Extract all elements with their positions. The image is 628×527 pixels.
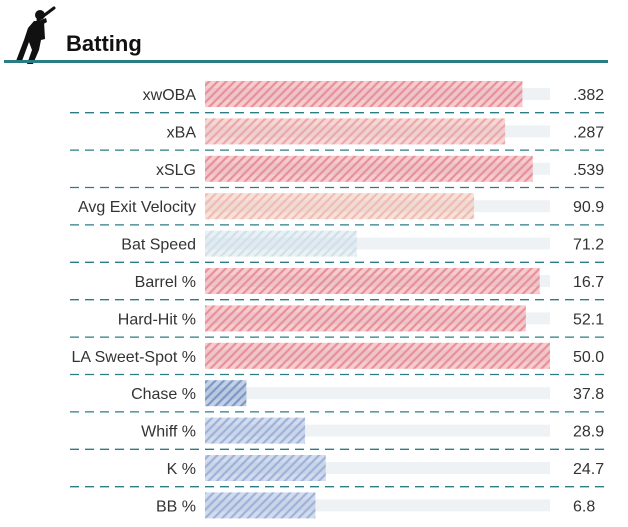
percentile-bar (205, 455, 326, 481)
metric-value: 28.9 (573, 424, 604, 441)
metric-value: 52.1 (573, 311, 604, 328)
percentile-bar (205, 193, 475, 220)
percentile-bar (205, 417, 306, 444)
percentile-bar (205, 305, 526, 332)
percentile-bar (205, 118, 506, 145)
metric-label: BB % (156, 498, 196, 515)
percentile-bar (205, 155, 533, 182)
percentile-bar (205, 492, 316, 519)
metric-label: Avg Exit Velocity (78, 199, 196, 216)
metric-value: .539 (573, 162, 604, 179)
percentile-bar (205, 230, 357, 257)
percentile-bar (205, 268, 540, 294)
metric-label: xwOBA (143, 87, 197, 104)
metric-value: 71.2 (573, 237, 604, 254)
bar-track (205, 387, 550, 400)
section-title: Batting (66, 31, 142, 56)
metric-label: xBA (167, 124, 197, 141)
percentile-bar (205, 81, 523, 107)
metric-value: 16.7 (573, 274, 604, 291)
section-divider (4, 60, 608, 63)
metric-value: 6.8 (573, 498, 595, 515)
percentile-bar (205, 380, 247, 407)
percentile-bar (205, 342, 550, 369)
metric-value: .382 (573, 87, 604, 104)
metric-label: Whiff % (141, 424, 196, 441)
metric-value: .287 (573, 124, 604, 141)
metric-value: 37.8 (573, 386, 604, 403)
metric-label: Barrel % (135, 274, 196, 291)
metric-label: K % (167, 461, 196, 478)
metric-label: LA Sweet-Spot % (71, 349, 196, 366)
metric-label: xSLG (156, 162, 196, 179)
metric-value: 50.0 (573, 349, 604, 366)
metric-label: Chase % (131, 386, 196, 403)
section-header: Batting (0, 0, 628, 70)
metric-label: Bat Speed (121, 237, 196, 254)
metric-value: 90.9 (573, 199, 604, 216)
metric-value: 24.7 (573, 461, 604, 478)
batter-icon (16, 6, 56, 64)
metric-label: Hard-Hit % (118, 311, 196, 328)
